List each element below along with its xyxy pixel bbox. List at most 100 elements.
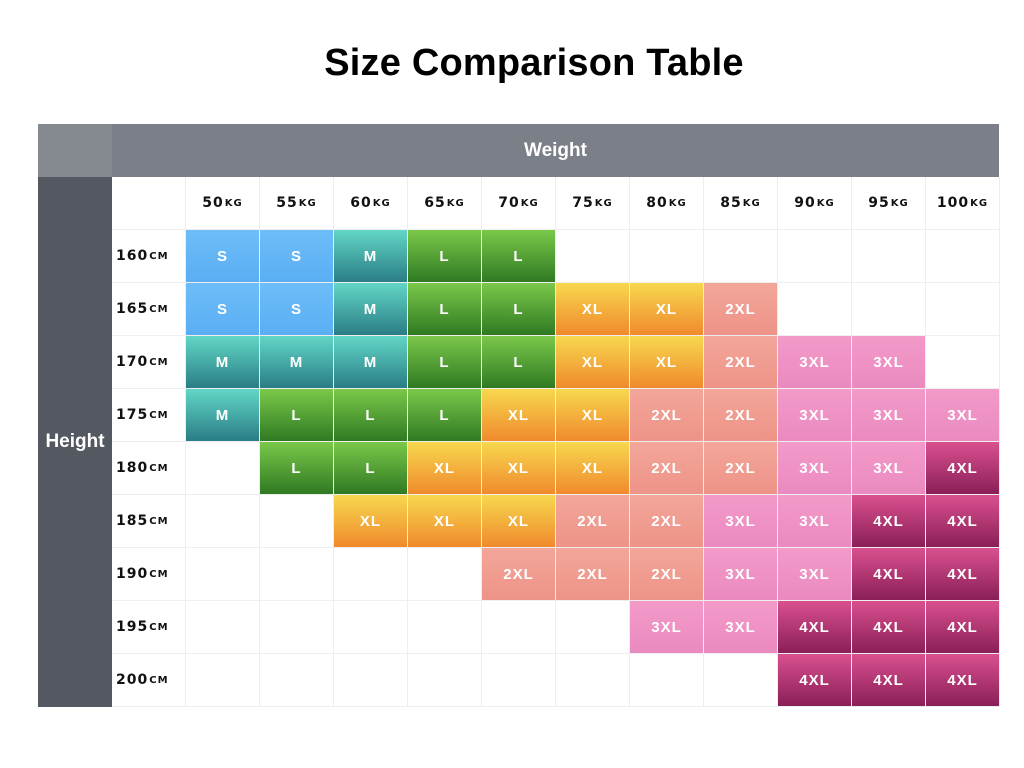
axis-number: 55 <box>276 195 298 211</box>
size-cell: 3XL <box>778 442 852 495</box>
size-cell: L <box>482 283 556 336</box>
size-grid: 50 KG 55 KG 60 KG 65 KG 70 KG 75 KG 80 KG 85 KG 90 KG 95 KG… <box>112 177 1000 707</box>
axis-number: 165 <box>116 301 149 317</box>
axis-number: 100 <box>936 195 970 211</box>
size-cell: 4XL <box>926 442 1000 495</box>
size-cell: L <box>408 283 482 336</box>
height-label: 175 CM <box>112 389 186 442</box>
axis-unit: CM <box>149 462 169 474</box>
empty-cell <box>630 230 704 283</box>
empty-cell <box>482 601 556 654</box>
empty-cell <box>334 548 408 601</box>
axis-number: 180 <box>116 460 149 476</box>
size-cell: 3XL <box>778 495 852 548</box>
size-cell: M <box>334 283 408 336</box>
empty-cell <box>778 230 852 283</box>
size-cell: S <box>260 283 334 336</box>
size-cell: L <box>334 442 408 495</box>
size-cell: XL <box>482 389 556 442</box>
axis-unit: CM <box>149 250 169 262</box>
empty-cell <box>704 654 778 707</box>
empty-cell <box>186 601 260 654</box>
size-cell: XL <box>482 442 556 495</box>
axis-unit: CM <box>149 409 169 421</box>
weight-label: 100 KG <box>926 177 1000 230</box>
axis-number: 60 <box>350 195 372 211</box>
size-cell: 3XL <box>630 601 704 654</box>
empty-cell <box>334 601 408 654</box>
empty-cell <box>408 601 482 654</box>
weight-label: 85 KG <box>704 177 778 230</box>
weight-label: 75 KG <box>556 177 630 230</box>
axis-number: 65 <box>424 195 446 211</box>
size-cell: 2XL <box>482 548 556 601</box>
size-cell: 4XL <box>852 548 926 601</box>
height-label: 195 CM <box>112 601 186 654</box>
size-cell: 4XL <box>926 548 1000 601</box>
empty-cell <box>630 654 704 707</box>
size-cell: 3XL <box>852 442 926 495</box>
page-title: Size Comparison Table <box>324 42 744 84</box>
axis-number: 95 <box>868 195 890 211</box>
size-cell: M <box>334 230 408 283</box>
size-cell: 4XL <box>778 601 852 654</box>
axis-unit: KG <box>298 197 317 209</box>
size-cell: L <box>482 230 556 283</box>
weight-header: Weight <box>112 124 999 177</box>
size-cell: 2XL <box>630 442 704 495</box>
size-cell: 4XL <box>852 654 926 707</box>
size-cell: 4XL <box>852 601 926 654</box>
size-cell: 4XL <box>852 495 926 548</box>
empty-cell <box>408 548 482 601</box>
axis-unit: KG <box>742 197 761 209</box>
size-cell: M <box>186 389 260 442</box>
axis-number: 50 <box>202 195 224 211</box>
axis-unit: CM <box>149 568 169 580</box>
size-cell: L <box>260 389 334 442</box>
size-cell: M <box>334 336 408 389</box>
empty-cell <box>926 336 1000 389</box>
empty-cell <box>852 283 926 336</box>
size-cell: 3XL <box>926 389 1000 442</box>
axis-unit: CM <box>149 356 169 368</box>
size-cell: 4XL <box>778 654 852 707</box>
size-cell: 3XL <box>852 389 926 442</box>
weight-label: 50 KG <box>186 177 260 230</box>
height-label: 200 CM <box>112 654 186 707</box>
empty-cell <box>556 230 630 283</box>
size-cell: 3XL <box>778 389 852 442</box>
weight-label: 55 KG <box>260 177 334 230</box>
axis-number: 190 <box>116 566 149 582</box>
size-cell: 2XL <box>556 495 630 548</box>
axis-unit: KG <box>224 197 243 209</box>
axis-unit: KG <box>372 197 391 209</box>
axis-unit: CM <box>149 674 169 686</box>
empty-cell <box>926 283 1000 336</box>
height-header: Height <box>38 177 112 707</box>
size-cell: 2XL <box>704 389 778 442</box>
axis-number: 195 <box>116 619 149 635</box>
weight-label: 90 KG <box>778 177 852 230</box>
axis-number: 80 <box>646 195 668 211</box>
empty-cell <box>260 548 334 601</box>
empty-cell <box>186 495 260 548</box>
size-cell: S <box>260 230 334 283</box>
size-cell: 2XL <box>704 283 778 336</box>
axis-unit: KG <box>970 197 989 209</box>
axis-unit: KG <box>668 197 687 209</box>
size-cell: 2XL <box>630 495 704 548</box>
axis-unit: KG <box>816 197 835 209</box>
empty-cell <box>186 442 260 495</box>
size-cell: 3XL <box>852 336 926 389</box>
size-cell: L <box>482 336 556 389</box>
size-cell: 2XL <box>630 389 704 442</box>
size-cell: M <box>186 336 260 389</box>
size-cell: L <box>260 442 334 495</box>
weight-label: 65 KG <box>408 177 482 230</box>
size-cell: S <box>186 230 260 283</box>
size-cell: XL <box>630 283 704 336</box>
size-cell: M <box>260 336 334 389</box>
empty-cell <box>334 654 408 707</box>
axis-unit: KG <box>594 197 613 209</box>
axis-number: 200 <box>116 672 149 688</box>
